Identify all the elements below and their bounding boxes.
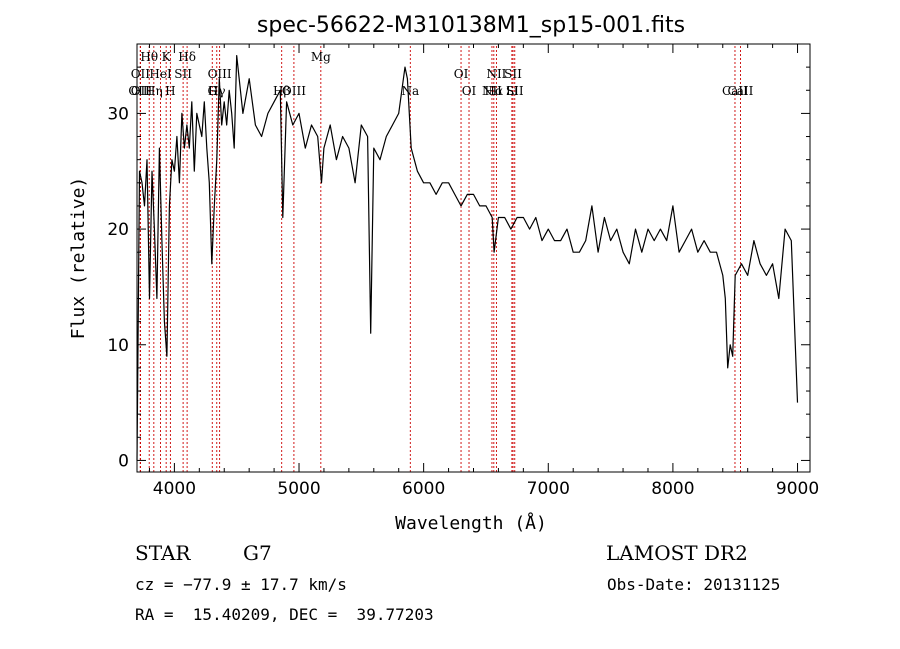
observation-date: Obs-Date: 20131125 — [607, 575, 781, 594]
plot-frame — [136, 43, 811, 473]
line-label-hη: Hη — [145, 84, 163, 98]
line-label-hβ: Hβ — [273, 84, 290, 98]
object-class: STAR — [135, 541, 191, 565]
line-label-nii: NII — [482, 84, 502, 98]
object-subclass: G7 — [243, 541, 272, 565]
line-label-hei: HeI — [149, 67, 172, 81]
coordinates: RA = 15.40209, DEC = 39.77203 — [135, 605, 434, 624]
line-label-caii: CaII — [728, 84, 754, 98]
x-axis-label: Wavelength (Å) — [395, 512, 547, 534]
x-axis: 4000 5000 6000 7000 8000 9000 — [148, 44, 819, 499]
line-label-sii: SII — [504, 67, 522, 81]
line-label-hδ: Hδ — [178, 50, 196, 64]
x-tick-label: 4000 — [153, 479, 196, 499]
line-label-oiii: OIII — [282, 84, 306, 98]
line-label-sii: SII — [506, 84, 524, 98]
line-label-k: K — [162, 50, 172, 64]
line-label-oiii: OIII — [128, 84, 152, 98]
line-label-g: G — [207, 84, 217, 98]
line-label-hγ: Hγ — [208, 84, 226, 98]
line-label-oii: OII — [131, 84, 151, 98]
line-label-sii: SII — [174, 67, 192, 81]
x-tick-label: 9000 — [776, 479, 819, 499]
y-tick-label: 30 — [107, 104, 129, 124]
redshift-value: cz = −77.9 ± 17.7 km/s — [135, 575, 347, 594]
y-axis: 0 10 20 30 — [107, 66, 810, 471]
line-label-na: Na — [401, 84, 419, 98]
spectrum-line — [136, 55, 799, 461]
line-label-oi: OI — [454, 67, 469, 81]
x-tick-label: 8000 — [651, 479, 694, 499]
line-label-oiii: OIII — [208, 67, 232, 81]
line-label-li: Li — [506, 84, 518, 98]
line-label-oi: OI — [462, 84, 477, 98]
line-label-nii: NII — [486, 67, 506, 81]
y-tick-label: 20 — [107, 220, 129, 240]
x-tick-label: 5000 — [277, 479, 320, 499]
survey-name: LAMOST DR2 — [606, 541, 748, 565]
y-axis-label: Flux (relative) — [68, 177, 89, 340]
line-label-h: H — [165, 84, 175, 98]
line-label-hθ: Hθ — [140, 50, 158, 64]
x-tick-label: 7000 — [527, 479, 570, 499]
chart-title: spec-56622-M310138M1_sp15-001.fits — [257, 13, 685, 38]
x-tick-label: 6000 — [402, 479, 445, 499]
line-label-oii: OII — [131, 67, 151, 81]
spectrum-chart: spec-56622-M310138M1_sp15-001.fits 4000 5… — [68, 13, 819, 534]
line-label-caii: CaII — [722, 84, 748, 98]
y-tick-label: 0 — [118, 451, 129, 471]
spectral-line-markers — [139, 46, 741, 472]
y-tick-label: 10 — [107, 336, 129, 356]
line-label-hα: Hα — [485, 84, 504, 98]
line-label-mg: Mg — [311, 50, 331, 64]
